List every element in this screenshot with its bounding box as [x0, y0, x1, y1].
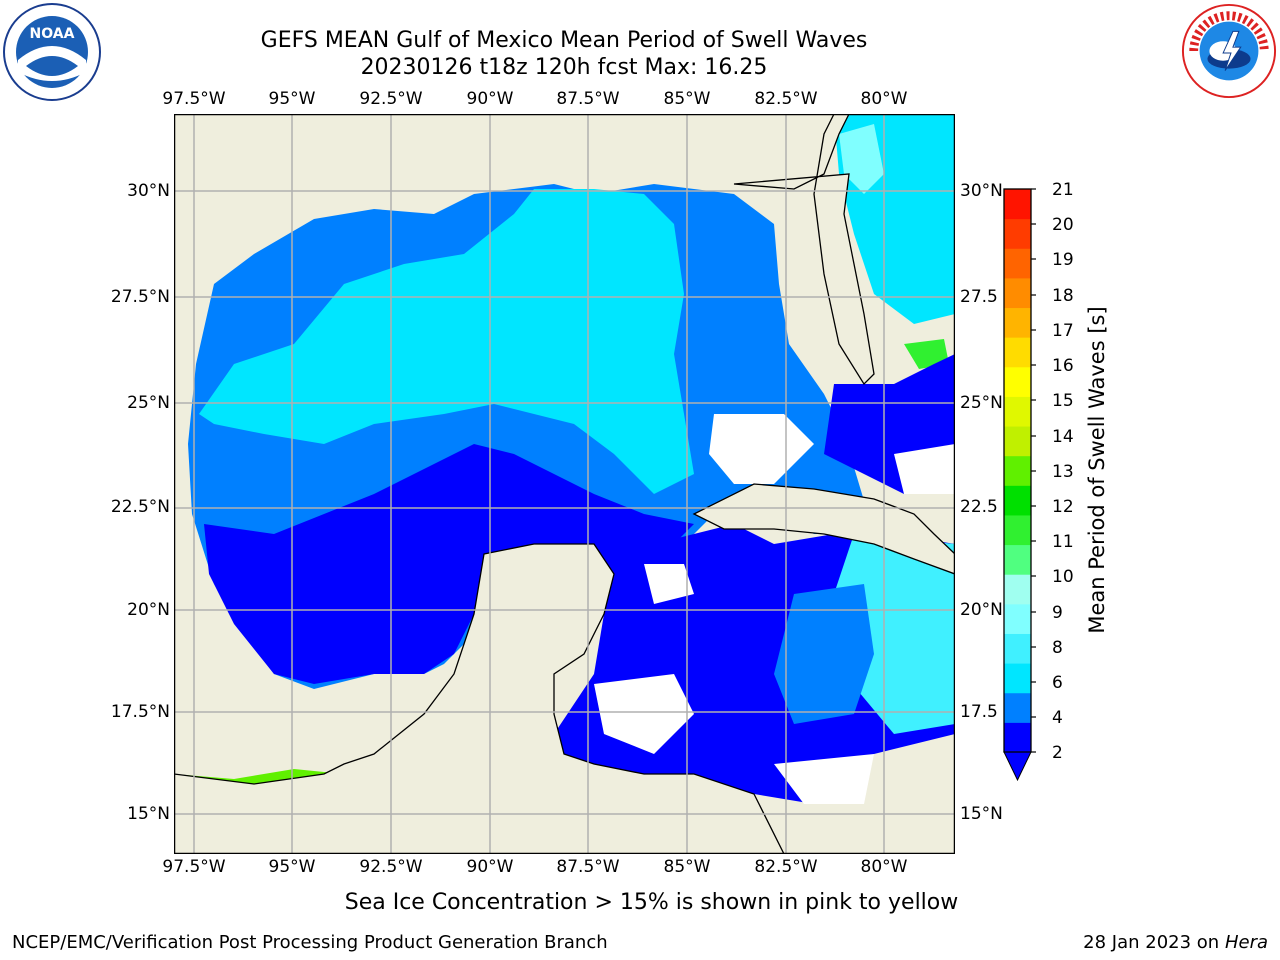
colorbar-tick-label: 21	[1052, 180, 1074, 200]
footer-date-text: 28 Jan 2023 on	[1083, 932, 1225, 953]
colorbar-cell	[1004, 574, 1031, 605]
colorbar-tick-label: 6	[1052, 673, 1063, 693]
lon-label-top: 95°W	[268, 89, 316, 109]
lat-label-right: 17.5	[960, 702, 998, 722]
colorbar-cell	[1004, 396, 1031, 427]
lon-label-bottom: 82.5°W	[754, 857, 818, 877]
colorbar-tick-label: 18	[1052, 286, 1074, 306]
colorbar-cell	[1004, 366, 1031, 397]
colorbar-tick-label: 2	[1052, 743, 1063, 763]
lon-label-top: 80°W	[860, 89, 908, 109]
lat-label-right: 27.5	[960, 287, 998, 307]
colorbar-tick-label: 9	[1052, 603, 1063, 623]
caribbean-cyan	[834, 534, 955, 734]
lon-label-bottom: 95°W	[268, 857, 316, 877]
no-data-patch	[644, 564, 694, 604]
noaa-logo: NOAA	[3, 3, 101, 101]
colorbar-cells	[1004, 189, 1031, 753]
colorbar-tick-label: 4	[1052, 708, 1063, 728]
gulf-deep-blue	[204, 444, 694, 684]
lat-label-left: 20°N	[127, 600, 170, 620]
noaa-logo-text: NOAA	[30, 26, 75, 42]
lon-label-top: 82.5°W	[754, 89, 818, 109]
no-data-patch	[894, 444, 955, 494]
colorbar-title: Mean Period of Swell Waves [s]	[1085, 306, 1109, 634]
footer-host: Hera	[1224, 932, 1268, 953]
lon-label-top: 90°W	[466, 89, 514, 109]
colorbar-cell	[1004, 603, 1031, 634]
colorbar-tick-label: 14	[1052, 427, 1074, 447]
lon-label-bottom: 87.5°W	[556, 857, 620, 877]
colorbar-cell	[1004, 544, 1031, 575]
colorbar-extend-arrow	[1003, 751, 1032, 782]
lat-label-left: 15°N	[127, 804, 170, 824]
straits-green	[904, 339, 949, 369]
cuba-land	[692, 483, 955, 575]
lat-label-right: 30°N	[960, 181, 1003, 201]
colorbar-tick-label: 17	[1052, 321, 1074, 341]
lat-label-right: 20°N	[960, 600, 1003, 620]
colorbar-ticks	[1031, 188, 1036, 753]
map-subtitle: 20230126 t18z 120h fcst Max: 16.25	[360, 55, 768, 80]
lon-label-bottom: 85°W	[663, 857, 711, 877]
no-data-patch	[774, 754, 874, 804]
colorbar-cell	[1004, 277, 1031, 309]
lon-label-bottom: 92.5°W	[359, 857, 423, 877]
graticule	[174, 114, 955, 854]
colorbar-cell	[1004, 189, 1031, 220]
florida-light-cyan	[839, 124, 884, 194]
colorbar-tick-label: 8	[1052, 638, 1063, 658]
colorbar-cell	[1004, 722, 1031, 753]
lat-label-left: 17.5°N	[110, 702, 170, 722]
lon-label-top: 87.5°W	[556, 89, 620, 109]
gulf-cyan-plume	[199, 189, 694, 494]
map-frame	[174, 114, 955, 854]
lon-label-top: 92.5°W	[359, 89, 423, 109]
colorbar-tick-label: 15	[1052, 391, 1074, 411]
colorbar-tick-label: 10	[1052, 567, 1074, 587]
lon-label-bottom: 80°W	[860, 857, 908, 877]
colorbar-tick-label: 13	[1052, 462, 1074, 482]
colorbar-cell	[1004, 633, 1031, 664]
colorbar-cell	[1004, 485, 1031, 516]
map-title: GEFS MEAN Gulf of Mexico Mean Period of …	[260, 28, 868, 53]
lon-label-bottom: 90°W	[466, 857, 514, 877]
colorbar-cell	[1004, 218, 1031, 249]
colorbar-tick-label: 12	[1052, 497, 1074, 517]
lat-label-left: 25°N	[127, 393, 170, 413]
colorbar-tick-label: 19	[1052, 250, 1074, 270]
colorbar-tick-label: 20	[1052, 215, 1074, 235]
lat-label-right: 22.5	[960, 497, 998, 517]
florida-land	[733, 114, 875, 386]
colorbar-cell	[1004, 426, 1031, 457]
lon-label-top: 97.5°W	[162, 89, 226, 109]
lat-label-left: 30°N	[127, 181, 170, 201]
lat-label-left: 27.5°N	[110, 287, 170, 307]
lat-label-right: 25°N	[960, 393, 1003, 413]
colorbar-cell	[1004, 692, 1031, 723]
nws-logo	[1181, 3, 1277, 99]
colorbar-cell	[1004, 663, 1031, 694]
colorbar-cell	[1004, 337, 1031, 368]
caribbean-mid-blue	[774, 584, 874, 724]
footer-date: 28 Jan 2023 on Hera	[1083, 932, 1268, 953]
colorbar	[1003, 188, 1036, 782]
colorbar-tick-label: 16	[1052, 356, 1074, 376]
sea-ice-note: Sea Ice Concentration > 15% is shown in …	[344, 890, 959, 915]
colorbar-cell	[1004, 514, 1031, 546]
colorbar-cell	[1004, 248, 1031, 279]
colorbar-cell	[1004, 307, 1031, 338]
lon-label-bottom: 97.5°W	[162, 857, 226, 877]
lon-label-top: 85°W	[663, 89, 711, 109]
lat-label-right: 15°N	[960, 804, 1003, 824]
colorbar-cell	[1004, 455, 1031, 486]
no-data-patch	[709, 414, 814, 484]
lat-label-left: 22.5°N	[110, 497, 170, 517]
yucatan-land	[174, 543, 785, 854]
gulf-map	[174, 114, 955, 854]
no-data-patch	[594, 674, 694, 754]
footer-credit: NCEP/EMC/Verification Post Processing Pr…	[12, 932, 608, 953]
colorbar-tick-label: 11	[1052, 532, 1074, 552]
